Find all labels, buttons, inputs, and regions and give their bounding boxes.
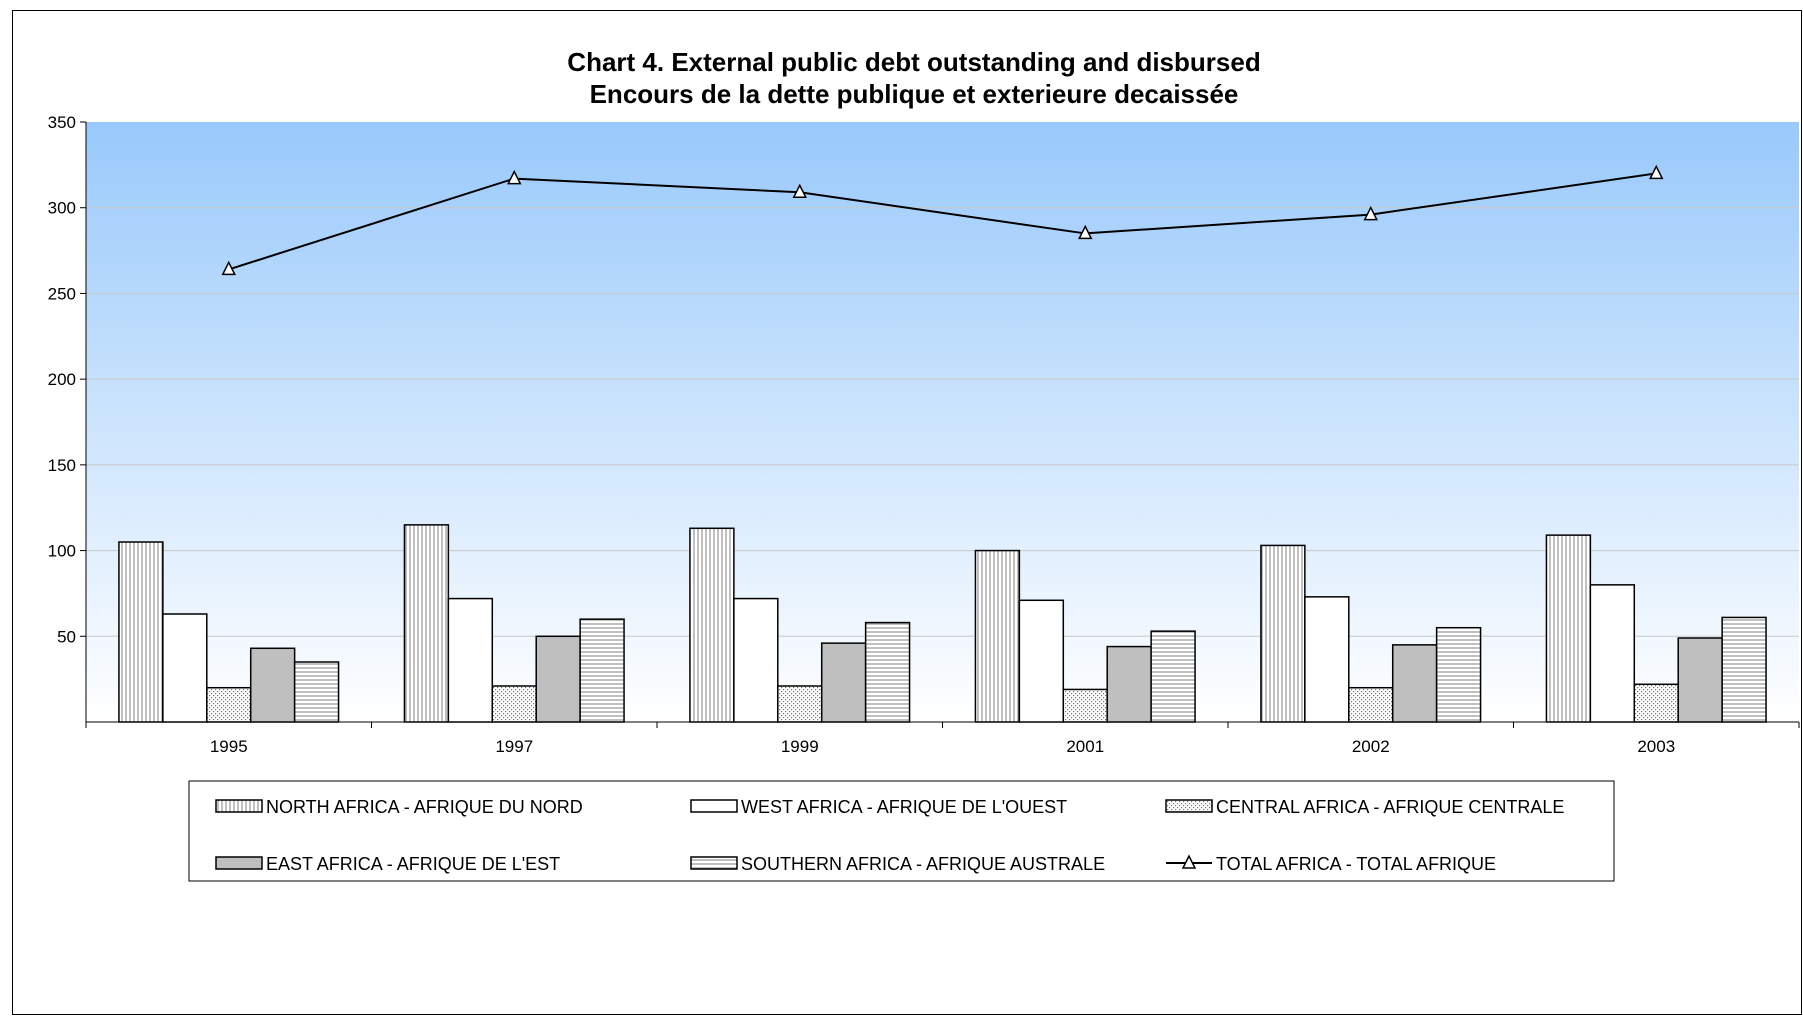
x-tick-label: 1999 [781, 737, 819, 756]
y-tick-label: 200 [48, 370, 76, 389]
legend-swatch [690, 856, 738, 870]
y-tick-labels: 50 100 150 200 250 300 350 [48, 113, 76, 646]
axes [80, 121, 1800, 728]
legend-swatch [215, 856, 263, 870]
bar [491, 685, 537, 723]
bar [733, 597, 779, 723]
plot-area [86, 122, 1799, 722]
bar [777, 685, 823, 723]
bar [1589, 584, 1636, 723]
bar [579, 618, 625, 723]
legend-marker [1181, 854, 1197, 869]
legend-swatch [215, 799, 263, 813]
x-tick-label: 1997 [495, 737, 533, 756]
bar [974, 549, 1021, 723]
bar [535, 635, 581, 723]
chart-title: Chart 4. External public debt outstandin… [567, 47, 1260, 77]
bar [1260, 544, 1306, 723]
bar [1633, 683, 1679, 723]
bar [1391, 644, 1438, 723]
chart-subtitle: Encours de la dette publique et exterieu… [590, 79, 1239, 109]
bar [864, 621, 911, 723]
bar [293, 661, 340, 723]
y-tick-label: 50 [57, 627, 76, 646]
x-tick-label: 1995 [210, 737, 248, 756]
bar [1018, 599, 1065, 723]
legend-label: NORTH AFRICA - AFRIQUE DU NORD [266, 797, 583, 817]
y-tick-label: 300 [48, 199, 76, 218]
line-point [1363, 205, 1378, 221]
legend-label: WEST AFRICA - AFRIQUE DE L'OUEST [741, 797, 1067, 817]
bar [1545, 534, 1592, 723]
bar [1304, 596, 1350, 723]
bar [1150, 630, 1196, 723]
x-tick-label: 2001 [1066, 737, 1104, 756]
bar [1106, 645, 1152, 723]
line-point [792, 183, 807, 199]
bar [447, 597, 494, 723]
legend: NORTH AFRICA - AFRIQUE DU NORD WEST AFRIC… [215, 797, 1564, 874]
legend-swatch [690, 799, 738, 813]
line-point [221, 260, 236, 276]
y-tick-label: 250 [48, 284, 76, 303]
bar [1348, 686, 1394, 723]
line-point [1078, 224, 1093, 240]
legend-box [188, 780, 1615, 882]
bar [1677, 637, 1723, 723]
chart-svg: Chart 4. External public debt outstandin… [48, 47, 1800, 882]
line-point [507, 169, 522, 185]
line-point [1649, 164, 1664, 180]
chart-frame: Chart 4. External public debt outstandin… [12, 10, 1802, 1015]
bar [206, 686, 252, 723]
bar [1062, 688, 1108, 723]
legend-label: EAST AFRICA - AFRIQUE DE L'EST [266, 854, 560, 874]
y-tick-label: 100 [48, 542, 76, 561]
legend-swatch [1165, 799, 1213, 813]
total-line-path [228, 172, 1657, 271]
bar [820, 642, 867, 723]
bar [1435, 626, 1482, 723]
bars [118, 524, 1767, 723]
grid-lines [86, 207, 1799, 637]
x-tick-labels: 1995 1997 1999 2001 2002 2003 [210, 737, 1675, 756]
x-tick-label: 2002 [1352, 737, 1390, 756]
legend-label: SOUTHERN AFRICA - AFRIQUE AUSTRALE [741, 854, 1105, 874]
x-tick-label: 2003 [1637, 737, 1675, 756]
y-tick-label: 150 [48, 456, 76, 475]
bar [1721, 616, 1767, 723]
bar [249, 647, 296, 723]
bar [118, 541, 164, 723]
bar [162, 613, 208, 723]
legend-label: CENTRAL AFRICA - AFRIQUE CENTRALE [1216, 797, 1564, 817]
y-tick-label: 350 [48, 113, 76, 132]
bar [689, 527, 735, 723]
legend-label: TOTAL AFRICA - TOTAL AFRIQUE [1216, 854, 1496, 874]
total-line [221, 164, 1664, 276]
bar [403, 524, 450, 723]
